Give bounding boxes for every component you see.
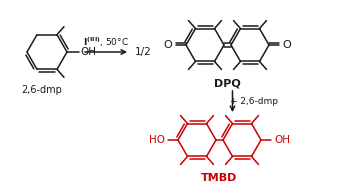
- Text: 1/2: 1/2: [135, 47, 152, 57]
- Text: HO: HO: [149, 135, 165, 145]
- Text: 2,6-dmp: 2,6-dmp: [22, 85, 62, 95]
- Text: OH: OH: [274, 135, 290, 145]
- Text: DPQ: DPQ: [214, 78, 241, 88]
- Text: OH: OH: [80, 47, 96, 57]
- Text: O: O: [282, 40, 291, 50]
- Text: O: O: [164, 40, 172, 50]
- Text: + 2,6-dmp: + 2,6-dmp: [230, 97, 279, 106]
- Text: $\mathbf{I}^{\mathbf{(III)}}$, 50°C: $\mathbf{I}^{\mathbf{(III)}}$, 50°C: [83, 35, 129, 49]
- Text: TMBD: TMBD: [201, 173, 238, 183]
